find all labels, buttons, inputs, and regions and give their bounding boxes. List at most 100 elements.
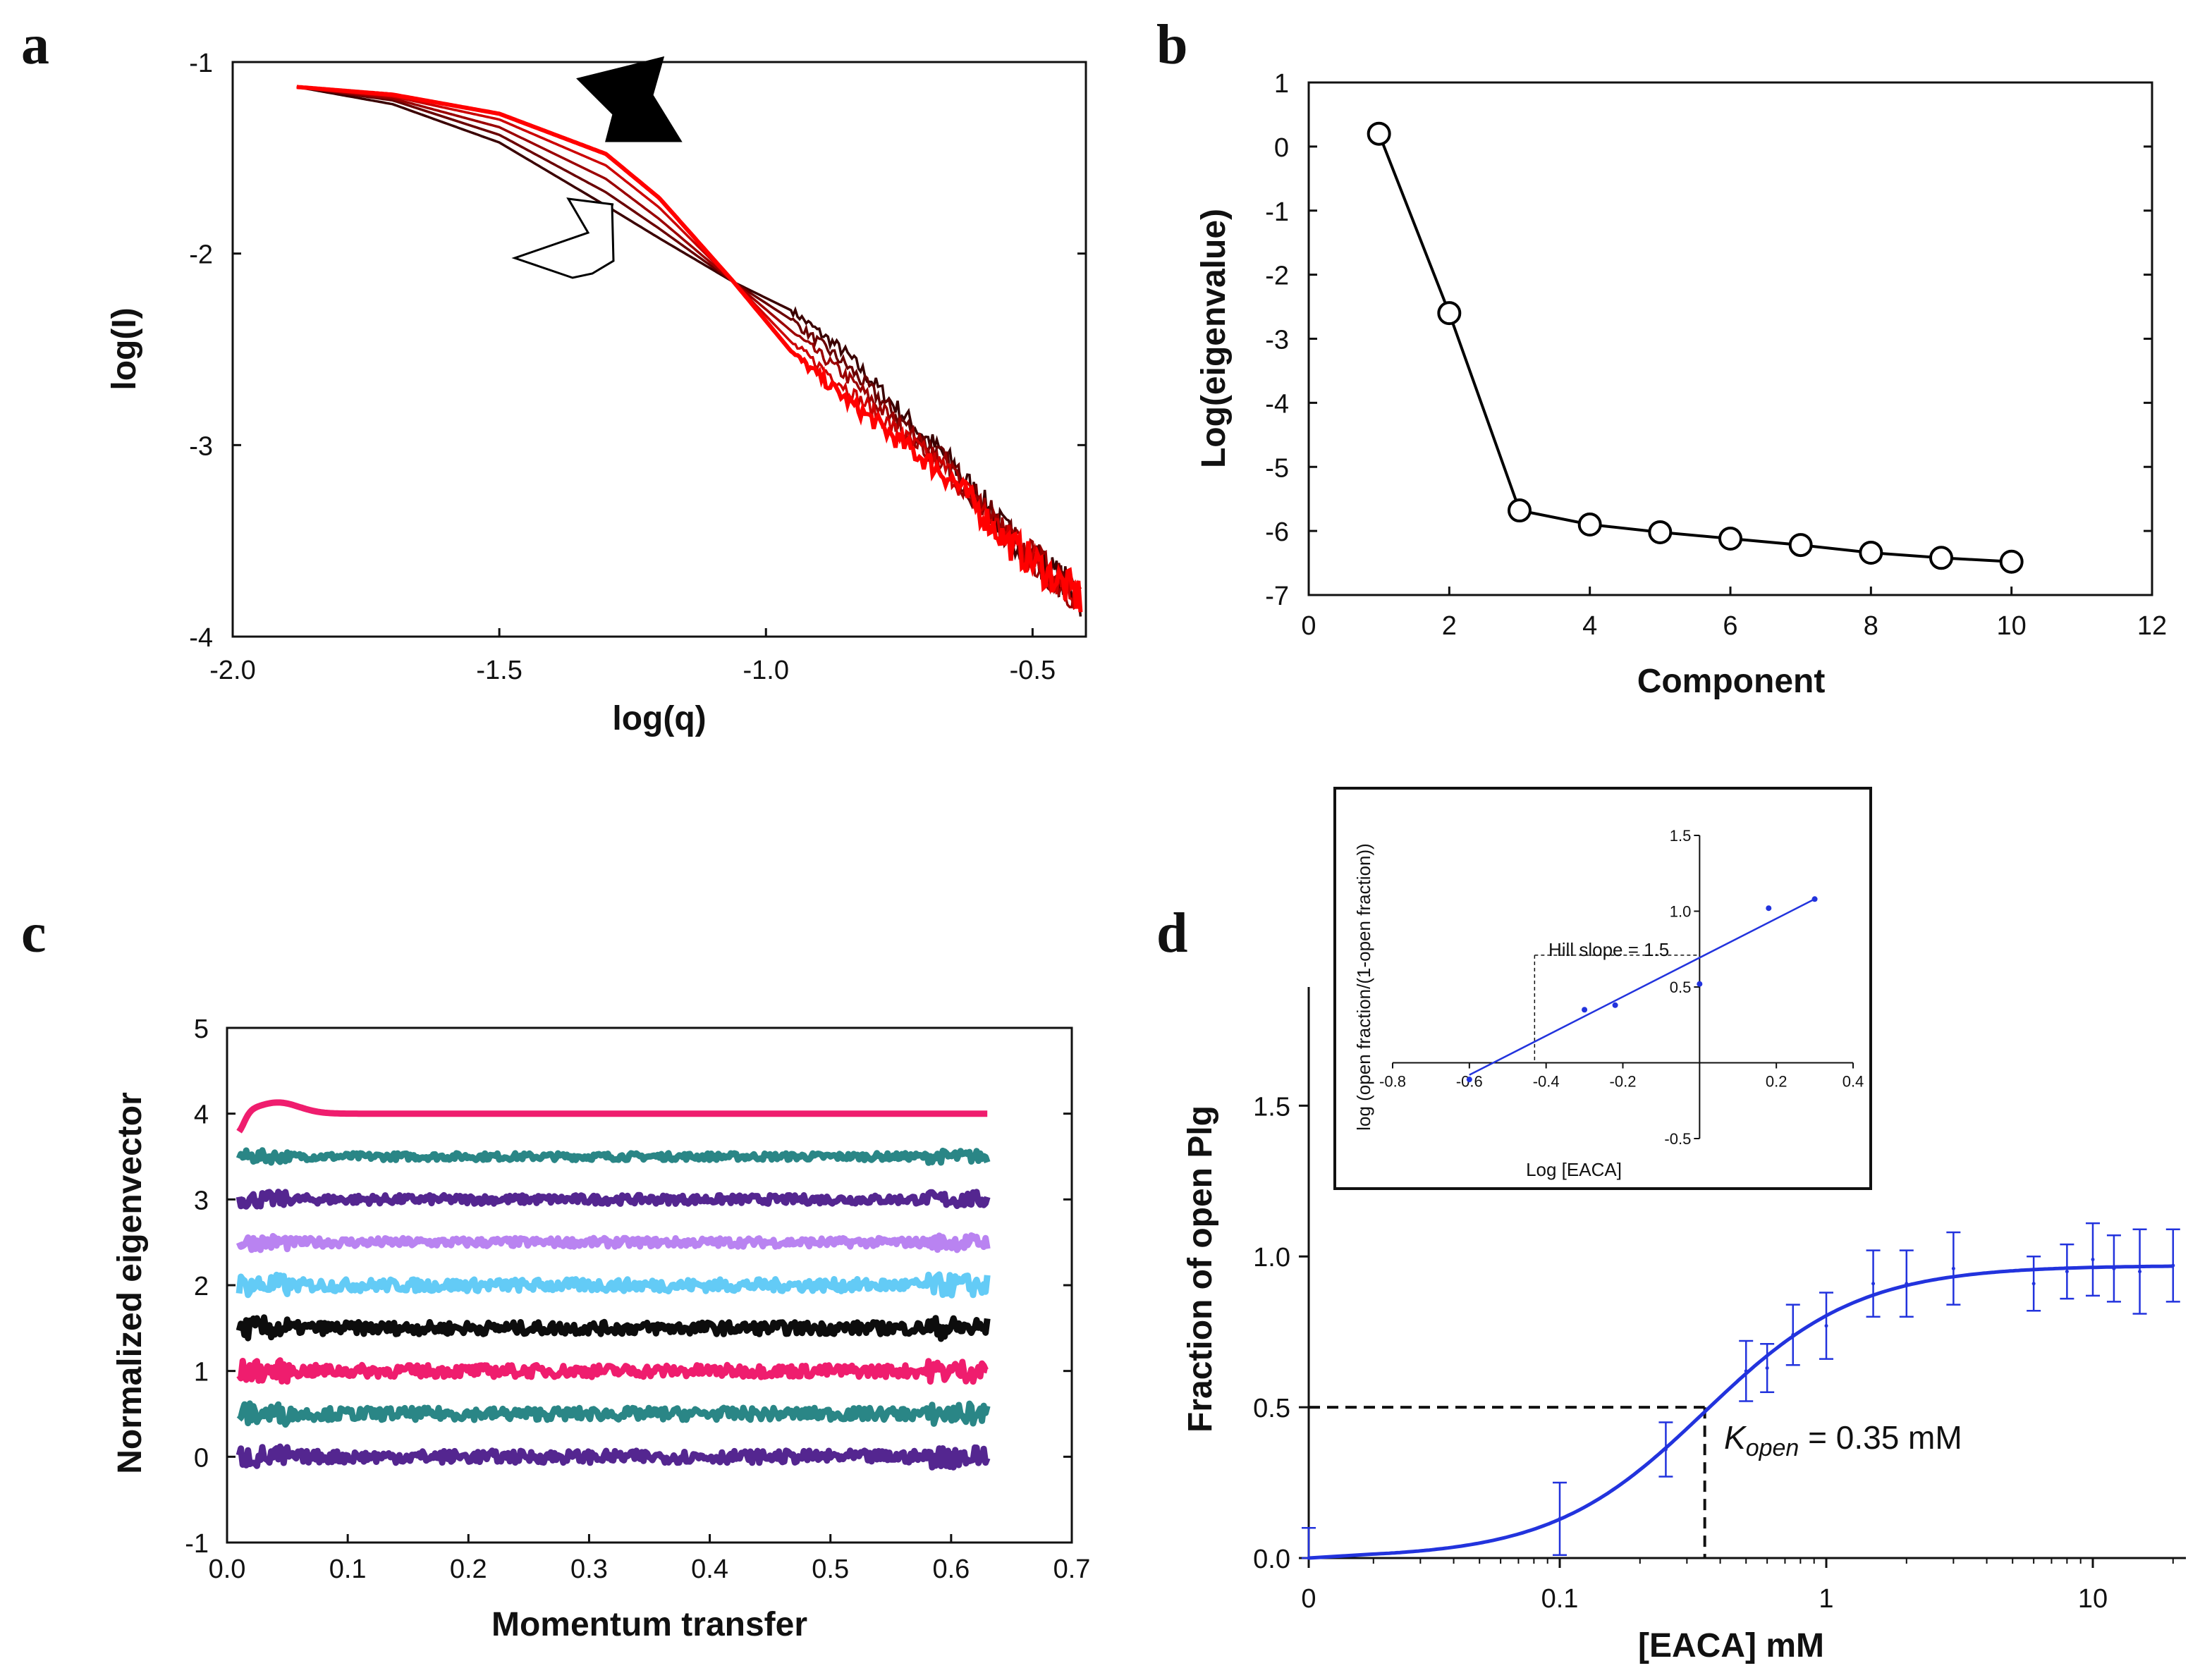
panel-c-series-line [236,1189,991,1210]
panel-d-point [2112,1266,2116,1270]
panel-a-ylabel: log(I) [106,307,143,390]
panel-d-point [1905,1282,1909,1286]
panel-b-y-tick-label: -1 [1265,197,1289,227]
panel-b-point [1577,513,1602,537]
inset-point [1811,896,1818,902]
inset-frame [1333,787,1872,1190]
panel-c-series-line [236,1147,991,1166]
panel-d-fit-curve [1308,1264,2173,1560]
panel-b-y-tick-label: -7 [1265,582,1289,611]
panel-d-chart: 0 0.1 1 10 0.0 0.5 1.0 1.5 Kopen = 0.35 mM [EAC… [1182,787,2186,1664]
inset-xlabel: Log [EACA] [1526,1159,1622,1180]
panel-d-point [1824,1324,1828,1328]
inset-point [1582,1007,1588,1013]
panel-c-x-tick-label: 0.4 [691,1555,728,1584]
panel-b-point [1437,301,1462,326]
panel-b-point [1508,498,1532,523]
inset-point [1697,981,1703,987]
panel-d-x-tick-label: 10 [2078,1584,2108,1614]
panel-c-series-line [236,1271,991,1299]
panel-b-point [1648,520,1673,544]
panel-d-point [1791,1332,1795,1337]
inset-x-tick-label: 0.2 [1766,1073,1788,1091]
panel-d-x-tick-label: 0 [1301,1584,1316,1614]
panel-b-point [1999,549,2024,574]
panel-b-x-tick-label: 8 [1864,611,1878,641]
panel-c-x-tick-label: 0.1 [329,1555,367,1584]
panel-b-point [1718,527,1742,551]
panel-b-y-tick-label: -6 [1265,517,1289,547]
panel-d-y-tick-label: 0.5 [1253,1394,1290,1423]
panel-b-y-tick-label: 0 [1274,133,1289,163]
panel-letter-d: d [1156,902,1188,964]
panel-b-x-tick-label: 12 [2137,611,2167,641]
panel-b-x-tick-label: 10 [1997,611,2027,641]
panel-a-y-tick-label: -1 [189,49,213,78]
panel-c-x-tick-label: 0.5 [812,1555,849,1584]
panel-d-y-tick-label: 0.0 [1253,1545,1290,1574]
panel-a-y-tick-label: -2 [189,240,213,270]
panel-a-series-line [296,85,1083,613]
panel-c-y-tick-label: 5 [194,1014,209,1044]
panel-c-ticks: 0.0 0.1 0.2 0.3 0.4 0.5 0.6 0.7 5 4 3 2 1 0 -1 [185,1014,1090,1584]
panel-a-x-tick-label: -1.5 [476,656,522,685]
panel-c-x-tick-label: 0.2 [450,1555,487,1584]
panel-d-point [2138,1270,2142,1274]
inset-y-tick-label: 0.5 [1670,979,1692,996]
panel-c-series-line [236,1443,991,1471]
panel-c-series-line [236,1099,989,1134]
panel-c-xlabel: Momentum transfer [491,1606,807,1643]
panel-b-y-tick-label: -5 [1265,453,1289,483]
panel-d-inset: -0.8-0.6-0.4-0.20.20.41.51.00.5-0.5 Log … [1333,787,1872,1190]
panel-c-x-tick-label: 0.0 [209,1555,246,1584]
panel-d-point [1307,1556,1311,1560]
panel-d-point [2065,1270,2069,1274]
panel-d-point [1744,1369,1748,1373]
inset-y-tick-label: 1.5 [1670,827,1692,845]
panel-d-points [1302,1222,2180,1560]
panel-d-xlabel: [EACA] mM [1638,1627,1824,1664]
inset-y-tick-label: 1.0 [1670,903,1692,921]
panel-d-point [1951,1266,1955,1270]
inset-y-tick-label: -0.5 [1664,1130,1691,1148]
inset-point [1612,1002,1618,1008]
panel-b-y-tick-label: -2 [1265,262,1289,291]
panel-c-series-line [236,1232,991,1253]
panel-letter-a: a [21,14,49,76]
panel-a-y-tick-label: -3 [189,431,213,461]
panel-letter-c: c [21,902,47,964]
panel-a-series-line [296,85,1081,604]
panel-c-ylabel: Normalized eigenvector [111,1092,149,1474]
panel-a-chart: -2.0 -1.5 -1.0 -0.5 -1 -2 -3 -4 log(q) log(I) [106,49,1087,737]
panel-b-x-tick-label: 4 [1582,611,1597,641]
kopen-value: = 0.35 mM [1799,1419,1962,1456]
panel-c-series-line [236,1314,991,1342]
inset-point [1766,905,1772,912]
panel-b-point [1859,541,1883,565]
inset-hill-label: Hill slope = 1.5 [1548,939,1669,960]
panel-b-xlabel: Component [1637,663,1826,700]
panel-a-y-tick-label: -4 [189,623,213,653]
panel-d-y-tick-label: 1.5 [1253,1092,1290,1122]
panel-b-point [1788,533,1813,558]
panel-c-y-tick-label: 2 [194,1272,209,1301]
inset-ticks: -0.8-0.6-0.4-0.20.20.41.51.00.5-0.5 [1379,827,1864,1148]
kopen-annotation: Kopen = 0.35 mM [1724,1419,1962,1461]
panel-c-y-tick-label: -1 [185,1529,209,1559]
inset-x-tick-label: -0.2 [1610,1073,1637,1091]
panel-b-point [1367,121,1391,146]
panel-c-y-tick-label: 1 [194,1358,209,1387]
panel-c-series-line [236,1400,991,1428]
panel-c-x-tick-label: 0.6 [932,1555,970,1584]
panel-c-x-tick-label: 0.7 [1053,1555,1091,1584]
panel-b-point [1929,546,1953,570]
panel-a-series-line [296,85,1082,611]
panel-a-x-tick-label: -2.0 [209,656,255,685]
panel-b-frame [1307,81,2153,596]
inset-guides [1534,955,1700,1063]
panel-b-points [1367,121,2024,574]
panel-a-xlabel: log(q) [612,700,706,737]
